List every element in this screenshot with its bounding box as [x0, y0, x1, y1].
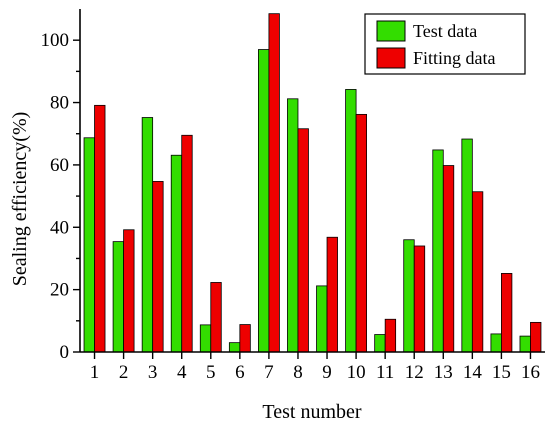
x-tick-label-3: 3 — [148, 362, 158, 383]
x-tick-label-4: 4 — [177, 362, 187, 383]
bar-test-data-10 — [345, 89, 357, 353]
x-tick-label-2: 2 — [119, 362, 129, 383]
bar-fitting-data-14 — [471, 191, 484, 353]
x-tick-label-9: 9 — [322, 362, 332, 383]
y-ticks-group: 0 20 40 60 80 100 — [41, 30, 80, 363]
bar-test-data-2 — [112, 241, 124, 353]
legend-swatch-fitting-data — [376, 47, 406, 69]
bar-fitting-data-5 — [210, 282, 222, 353]
y-tick-label-100: 100 — [41, 30, 70, 51]
bar-test-data-16 — [519, 335, 531, 353]
x-tick-label-5: 5 — [206, 362, 216, 383]
x-ticks-group: 1 2 3 4 5 6 7 8 9 10 11 12 13 14 15 16 — [90, 352, 540, 383]
bar-fitting-data-1 — [94, 104, 106, 353]
bar-fitting-data-7 — [268, 13, 280, 353]
bar-fitting-data-11 — [384, 318, 397, 353]
bar-test-data-11 — [374, 334, 386, 353]
y-tick-label-60: 60 — [50, 155, 69, 176]
bar-fitting-data-9 — [326, 236, 338, 353]
bar-test-data-9 — [316, 285, 328, 353]
bar-test-data-5 — [199, 324, 212, 353]
legend-label-fitting-data: Fitting data — [413, 48, 496, 68]
bar-fitting-data-12 — [413, 245, 426, 353]
legend-swatch-test-data — [376, 20, 406, 42]
bar-test-data-13 — [432, 149, 444, 353]
bar-fitting-data-2 — [123, 229, 135, 353]
bar-test-data-3 — [141, 117, 154, 353]
x-tick-label-14: 14 — [463, 362, 483, 383]
bar-fitting-data-16 — [530, 321, 542, 353]
x-tick-label-11: 11 — [376, 362, 394, 383]
axes-group — [79, 9, 545, 353]
bar-test-data-12 — [403, 239, 415, 353]
bar-test-data-15 — [490, 333, 502, 353]
bars-group — [83, 13, 542, 353]
x-tick-label-12: 12 — [405, 362, 424, 383]
bar-fitting-data-6 — [239, 324, 251, 353]
bar-test-data-7 — [258, 49, 270, 353]
y-axis-title: Sealing efficiency(%) — [9, 112, 31, 287]
bar-test-data-1 — [83, 137, 95, 353]
x-tick-label-13: 13 — [434, 362, 453, 383]
x-tick-label-1: 1 — [90, 362, 100, 383]
y-tick-label-40: 40 — [50, 217, 69, 238]
bar-fitting-data-4 — [181, 134, 193, 353]
legend-label-test-data: Test data — [413, 21, 477, 41]
bar-test-data-4 — [170, 154, 183, 353]
bar-fitting-data-3 — [152, 181, 164, 353]
bar-fitting-data-10 — [355, 113, 367, 353]
legend: Test data Fitting data — [364, 13, 526, 75]
bar-test-data-8 — [287, 98, 299, 353]
y-tick-label-20: 20 — [50, 280, 69, 301]
x-tick-label-7: 7 — [264, 362, 274, 383]
bar-test-data-14 — [461, 138, 473, 353]
bar-fitting-data-8 — [297, 128, 309, 353]
y-tick-label-80: 80 — [50, 93, 69, 114]
x-axis-title: Test number — [262, 401, 361, 423]
x-tick-label-15: 15 — [492, 362, 511, 383]
x-tick-label-16: 16 — [521, 362, 540, 383]
bar-fitting-data-15 — [501, 273, 513, 353]
y-tick-label-0: 0 — [60, 342, 70, 363]
bar-test-data-6 — [228, 342, 241, 353]
bar-fitting-data-13 — [442, 165, 455, 353]
x-tick-label-8: 8 — [293, 362, 303, 383]
x-tick-label-6: 6 — [235, 362, 245, 383]
x-tick-label-10: 10 — [347, 362, 366, 383]
